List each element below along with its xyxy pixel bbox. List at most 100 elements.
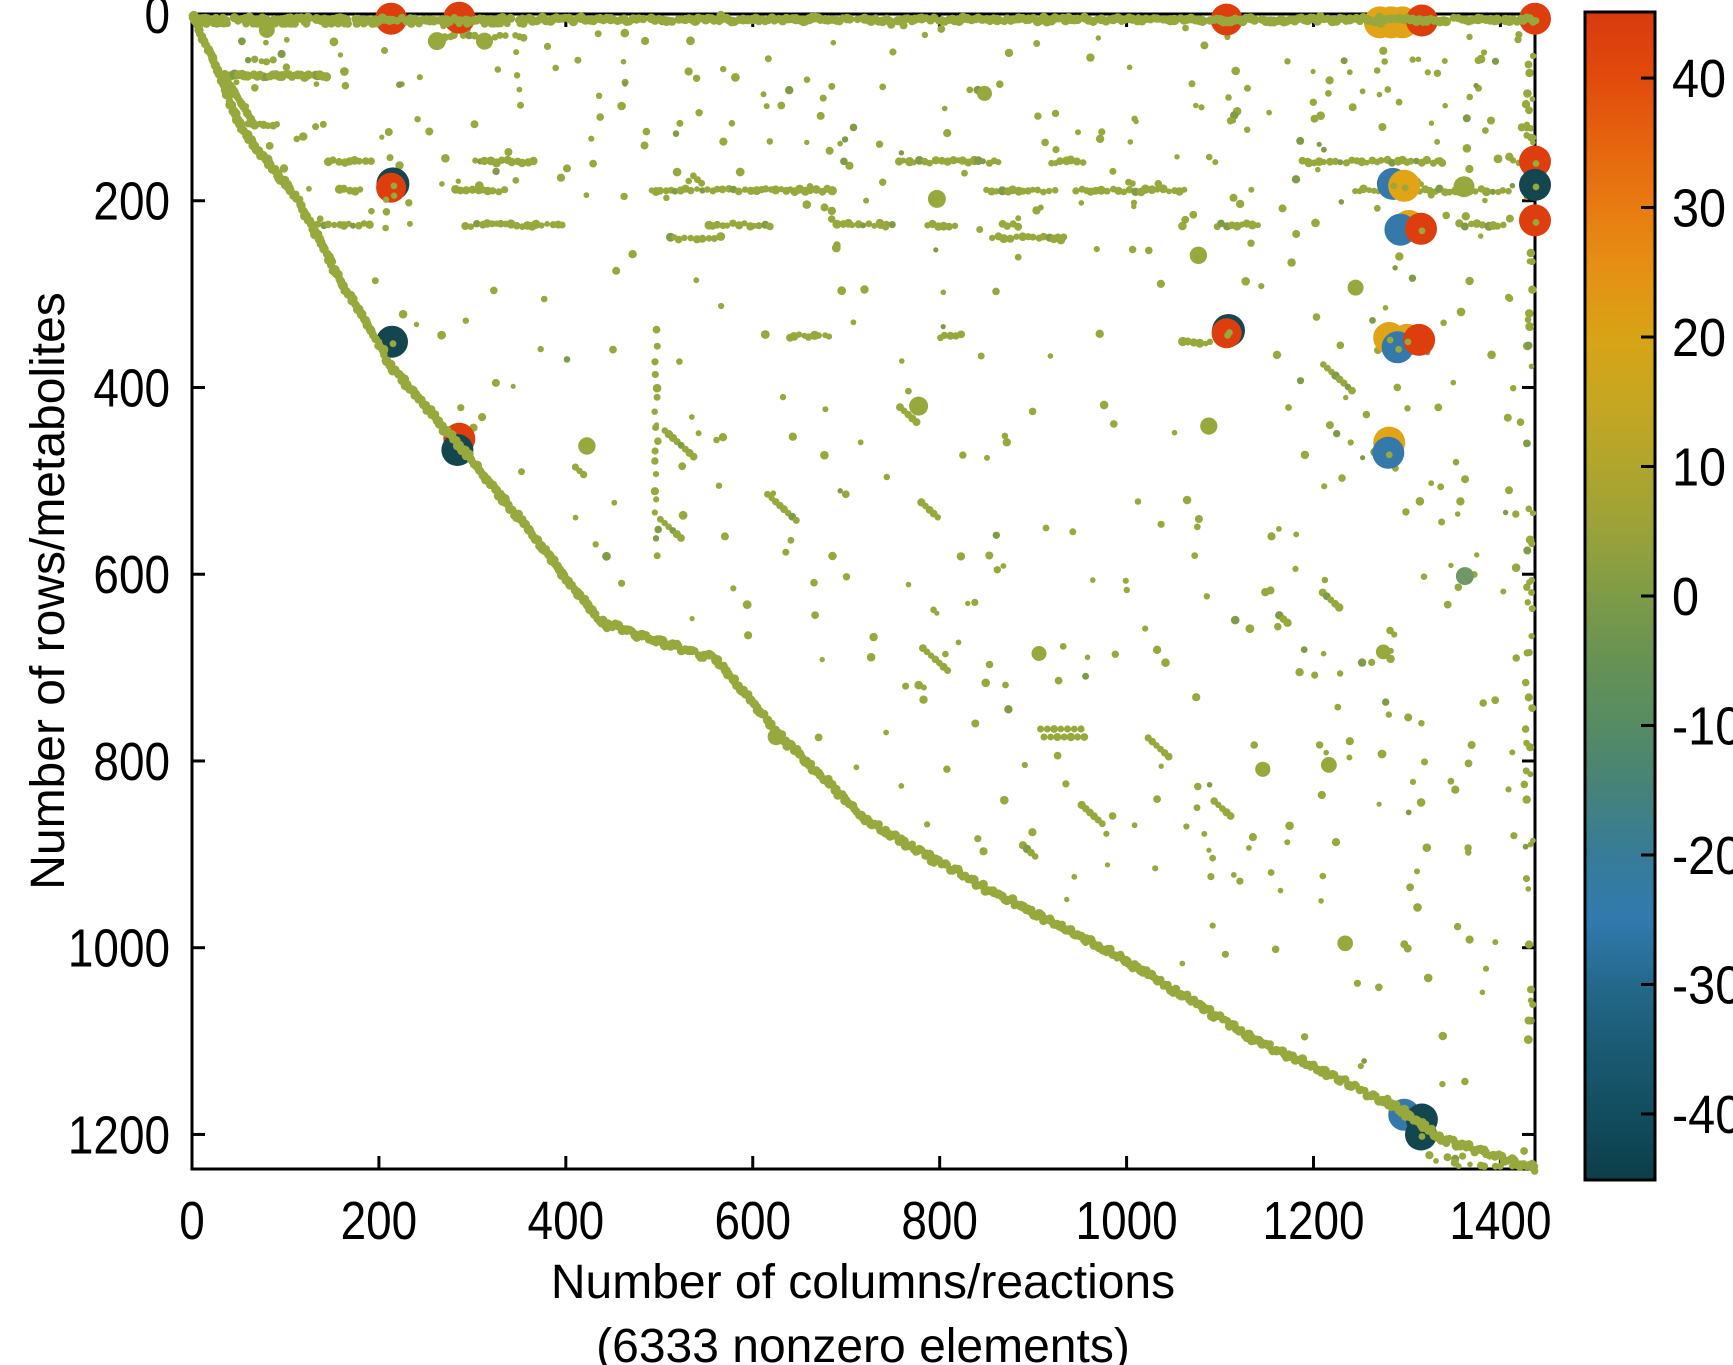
matrix-entry-dot [1095, 35, 1102, 41]
matrix-entry-dot [652, 325, 661, 334]
matrix-entry-dot [1060, 733, 1068, 741]
matrix-entry-dot [1131, 822, 1138, 829]
matrix-entry-dot [488, 187, 497, 195]
matrix-entry-dot [866, 652, 876, 662]
matrix-entry-dot [653, 552, 661, 560]
matrix-entry-dot [1225, 94, 1232, 101]
matrix-entry-dot [888, 221, 896, 229]
matrix-entry-dot [1405, 809, 1412, 816]
matrix-entry-dot [1152, 865, 1159, 872]
matrix-entry-dot [594, 30, 602, 38]
matrix-entry-dot [734, 187, 743, 196]
matrix-entry-dot [676, 358, 683, 365]
matrix-entry-dot [339, 184, 348, 193]
matrix-entry-dot [1077, 725, 1085, 733]
matrix-entry-dot [1453, 922, 1462, 931]
matrix-entry-dot [1019, 187, 1027, 195]
matrix-entry-dot [1014, 222, 1023, 231]
matrix-entry-dot [1285, 821, 1294, 831]
matrix-entry-dot [1434, 138, 1441, 145]
matrix-entry-dot [1532, 183, 1540, 191]
matrix-entry-dot [1200, 41, 1209, 50]
matrix-entry-dot [1346, 69, 1353, 76]
matrix-entry-dot [389, 340, 397, 348]
matrix-entry-dot [1522, 795, 1531, 804]
matrix-entry-dot [1346, 754, 1353, 761]
matrix-entry-dot [1326, 157, 1334, 166]
matrix-entry-dot [1114, 186, 1123, 195]
x-tick-label: 400 [528, 1191, 605, 1251]
matrix-entry-dot [518, 468, 525, 476]
matrix-entry-dot [513, 72, 521, 79]
matrix-entry-dot [943, 765, 951, 773]
matrix-entry-dot [1360, 455, 1366, 461]
x-axis-label-line1: Number of columns/reactions [551, 1256, 1175, 1309]
matrix-entry-dot [1018, 232, 1027, 241]
matrix-entry-dot [992, 531, 1000, 539]
matrix-entry-dot [405, 199, 413, 207]
matrix-entry-dot [713, 220, 722, 229]
matrix-entry-dot [492, 167, 500, 176]
matrix-entry-dot [961, 169, 968, 177]
matrix-entry-dot [319, 120, 327, 128]
matrix-entry-dot [875, 218, 884, 228]
matrix-entry-dot [1464, 844, 1472, 852]
matrix-entry-dot [987, 187, 996, 196]
matrix-entry-dot [729, 219, 737, 227]
matrix-entry-dot [1465, 935, 1474, 944]
matrix-entry-dot [1424, 69, 1431, 76]
matrix-entry-dot [837, 286, 847, 296]
matrix-entry-dot [1047, 353, 1054, 359]
matrix-entry-dot [556, 173, 566, 182]
matrix-entry-dot [602, 551, 611, 561]
matrix-entry-dot [513, 49, 520, 56]
matrix-entry-dot [1015, 215, 1022, 222]
matrix-entry-dot [1368, 658, 1376, 667]
matrix-entry-dot [1525, 535, 1535, 545]
matrix-entry-dot [1499, 187, 1507, 194]
matrix-entry-dot [653, 422, 660, 428]
matrix-entry-dot [1443, 1153, 1452, 1162]
matrix-entry-dot [1319, 872, 1327, 880]
matrix-entry-dot [1363, 159, 1370, 166]
matrix-entry-dot [1502, 509, 1509, 516]
matrix-entry-dot [822, 406, 829, 413]
matrix-entry-dot [498, 156, 506, 164]
matrix-entry-dot [1066, 732, 1076, 742]
matrix-entry-dot [1140, 184, 1151, 194]
matrix-entry-dot [653, 393, 661, 401]
matrix-entry-dot [1271, 945, 1280, 954]
matrix-entry-dot [1284, 58, 1291, 65]
matrix-entry-dot [1207, 873, 1215, 881]
matrix-entry-dot [1524, 693, 1533, 702]
matrix-entry-dot [1127, 139, 1134, 145]
matrix-entry-dot [355, 157, 363, 165]
matrix-entry-dot [845, 161, 854, 170]
matrix-entry-dot [1359, 88, 1366, 95]
matrix-entry-dot [1521, 678, 1530, 687]
matrix-entry-dot [879, 178, 887, 186]
matrix-entry-dot [1193, 523, 1201, 531]
matrix-entry-dot [1528, 577, 1535, 584]
matrix-entry-dot [1379, 46, 1388, 55]
matrix-entry-dot [1226, 117, 1235, 125]
matrix-entry-dot [1467, 741, 1476, 749]
x-tick-label: 1400 [1449, 1191, 1551, 1251]
matrix-entry-dot [340, 67, 349, 76]
matrix-entry-dot [825, 333, 833, 340]
matrix-entry-dot [1509, 182, 1516, 189]
matrix-entry-dot [841, 490, 850, 499]
matrix-entry-dot [656, 186, 664, 195]
matrix-entry-dot [1528, 363, 1535, 370]
matrix-entry-dot [381, 47, 388, 54]
matrix-entry-dot [1527, 997, 1534, 1004]
matrix-entry-dot [1414, 868, 1420, 875]
matrix-entry-dot [512, 177, 520, 184]
matrix-entry-dot [1520, 780, 1529, 789]
matrix-entry-dot [1337, 935, 1353, 952]
matrix-entry-dot [692, 74, 701, 83]
matrix-entry-dot [1427, 1124, 1436, 1133]
matrix-entry-dot [1505, 214, 1514, 223]
matrix-entry-dot [1416, 798, 1426, 807]
matrix-entry-dot [1529, 96, 1536, 102]
